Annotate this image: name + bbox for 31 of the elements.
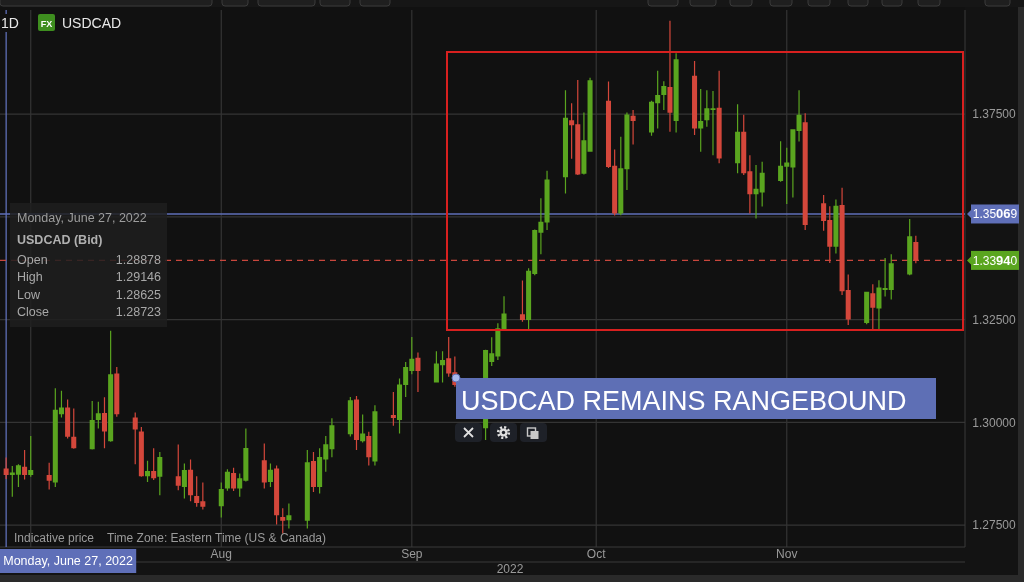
annotation: USDCAD (Bid) xyxy=(17,233,103,247)
ref-line-label: Monday, June 27, 2022 xyxy=(3,554,134,569)
chart-subtitle: 1D xyxy=(1,15,19,31)
candlestick xyxy=(796,90,802,142)
annotation: Indicative price xyxy=(14,531,95,545)
x-tick-label: Sep xyxy=(401,547,423,561)
annotation: FX xyxy=(40,18,53,29)
annotation: Time Zone: Eastern Time (US & Canada) xyxy=(107,531,326,545)
candlestick xyxy=(630,109,636,145)
ref-line-label: 1.35069 xyxy=(972,206,1018,222)
candlestick xyxy=(415,352,421,392)
y-tick-label: 1.32500 xyxy=(972,312,1017,327)
y-tick-label: 1.27500 xyxy=(972,518,1017,533)
candlestick xyxy=(667,20,673,132)
annotation: Monday, June 27, 2022 xyxy=(17,211,147,225)
y-tick-label: 1.30000 xyxy=(972,415,1017,430)
x-tick-label: Oct xyxy=(586,547,607,561)
text: High 1.29146 xyxy=(17,270,161,285)
x-tick-label: Aug xyxy=(210,547,232,561)
chart-title: USDCAD xyxy=(62,15,122,31)
x-tick-label: Nov xyxy=(776,547,798,561)
annotation: USDCAD REMAINS RANGEBOUND xyxy=(461,386,907,416)
ref-line-label: 1.33940 xyxy=(972,252,1018,268)
candlestick xyxy=(876,280,882,330)
text: Low 1.28625 xyxy=(17,287,161,302)
y-tick-label: 1.37500 xyxy=(972,107,1017,122)
candlestick xyxy=(581,112,587,175)
x-axis-title: 2022 xyxy=(496,562,524,576)
text: Open 1.28878 xyxy=(17,253,161,267)
text: Close 1.28723 xyxy=(17,304,161,319)
fx-icon: FX xyxy=(38,14,55,31)
